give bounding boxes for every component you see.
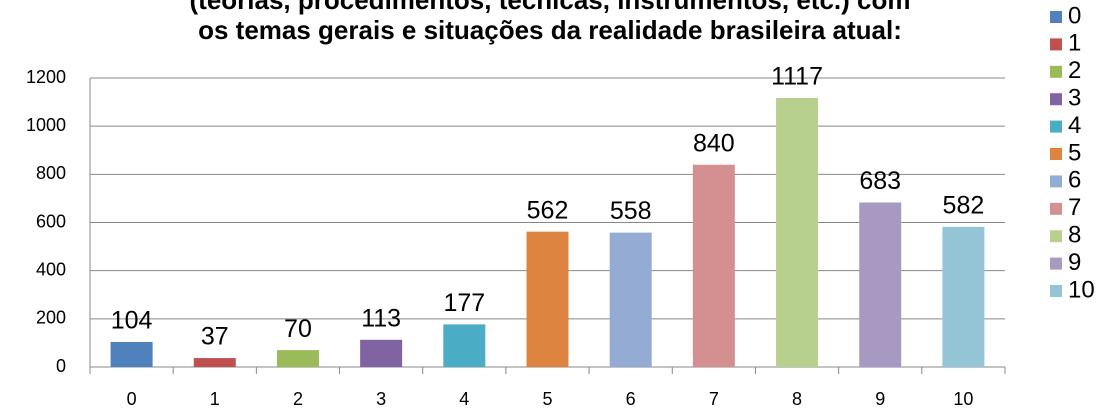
legend-label: 9 [1068,249,1081,276]
legend-swatch [1050,202,1062,215]
legend-swatch [1050,257,1062,270]
legend-swatch [1050,230,1062,243]
value-label: 840 [693,129,735,157]
x-tick-label: 7 [709,389,719,409]
y-tick-label: 1000 [26,115,66,135]
bar [942,226,985,367]
x-tick-label: 9 [875,389,885,409]
value-label: 104 [111,307,153,335]
x-tick-label: 0 [127,389,137,409]
x-tick-label: 6 [626,389,636,409]
legend-label: 5 [1068,139,1081,166]
x-tick-label: 4 [459,389,469,409]
chart-title: (teorias, procedimentos, técnicas, instr… [190,0,911,15]
bar [859,202,902,367]
legend-label: 3 [1068,85,1081,112]
y-tick-label: 200 [36,308,66,328]
legend-label: 7 [1068,194,1081,221]
x-tick-label: 3 [376,389,386,409]
bar [443,324,486,367]
x-tick-label: 10 [953,389,973,409]
x-tick-label: 1 [210,389,220,409]
value-label: 177 [443,289,485,317]
bar [609,232,652,367]
legend-label: 0 [1068,2,1081,29]
y-tick-label: 400 [36,259,66,279]
value-label: 1117 [771,63,823,91]
value-label: 562 [527,196,569,224]
legend-swatch [1050,175,1062,188]
x-tick-label: 5 [542,389,552,409]
bar [692,164,735,367]
bar [776,97,819,367]
value-label: 113 [361,304,401,332]
value-label: 683 [859,167,901,195]
x-tick-label: 8 [792,389,802,409]
legend-label: 1 [1068,30,1081,57]
y-tick-label: 1200 [26,67,66,87]
y-tick-label: 600 [36,211,66,231]
chart-title: os temas gerais e situações da realidade… [198,15,902,45]
bar [360,339,403,367]
legend-swatch [1050,285,1062,297]
legend-label: 6 [1068,167,1081,194]
legend-label: 8 [1068,222,1081,249]
bar [193,358,236,367]
legend-label: 10 [1068,276,1095,303]
value-label: 558 [610,197,652,225]
x-tick-label: 2 [293,389,303,409]
legend-label: 4 [1068,112,1081,139]
bar [526,231,569,367]
legend-swatch [1050,11,1062,23]
value-label: 37 [201,323,229,351]
legend-swatch [1050,148,1062,160]
value-label: 582 [943,191,985,219]
legend-swatch [1050,93,1062,106]
legend-swatch [1050,120,1062,133]
y-tick-label: 0 [56,356,66,376]
y-tick-label: 800 [36,163,66,183]
legend-label: 2 [1068,57,1081,84]
value-label: 70 [284,315,312,343]
legend-swatch [1050,65,1062,78]
bar [276,350,319,367]
bar [110,341,153,367]
legend-swatch [1050,38,1062,51]
